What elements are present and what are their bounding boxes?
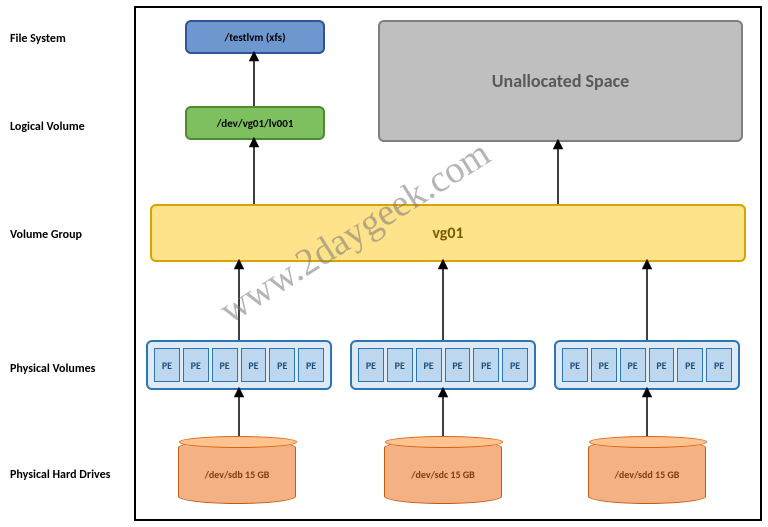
disk-1: /dev/sdc 15 GB — [384, 440, 502, 504]
disk-label: /dev/sdb 15 GB — [178, 468, 296, 481]
logical-volume-box: /dev/vg01/lv001 — [185, 106, 325, 140]
pe-cell: PE — [473, 348, 499, 382]
disk-0: /dev/sdb 15 GB — [178, 440, 296, 504]
pe-cell: PE — [445, 348, 471, 382]
pe-cell: PE — [562, 348, 588, 382]
label-physical-volumes: Physical Volumes — [10, 362, 95, 376]
pe-cell: PE — [387, 348, 413, 382]
volume-group-box: vg01 — [150, 204, 746, 262]
pe-cell: PE — [241, 348, 267, 382]
pe-cell: PE — [269, 348, 295, 382]
pe-cell: PE — [591, 348, 617, 382]
filesystem-box: /testlvm (xfs) — [185, 20, 325, 54]
pv-group-2: PEPEPEPEPEPE — [554, 340, 740, 390]
pe-cell: PE — [154, 348, 180, 382]
label-logical-volume: Logical Volume — [10, 120, 85, 134]
disk-2: /dev/sdd 15 GB — [588, 440, 706, 504]
pe-cell: PE — [183, 348, 209, 382]
pv-group-1: PEPEPEPEPEPE — [350, 340, 536, 390]
label-filesystem: File System — [10, 32, 66, 46]
disk-label: /dev/sdc 15 GB — [384, 468, 502, 481]
label-volume-group: Volume Group — [10, 228, 82, 242]
label-physical-hard-drives: Physical Hard Drives — [10, 468, 110, 482]
pe-cell: PE — [212, 348, 238, 382]
unallocated-space-box: Unallocated Space — [378, 20, 743, 142]
pe-cell: PE — [649, 348, 675, 382]
disk-label: /dev/sdd 15 GB — [588, 468, 706, 481]
pe-cell: PE — [502, 348, 528, 382]
pe-cell: PE — [706, 348, 732, 382]
pe-cell: PE — [416, 348, 442, 382]
pe-cell: PE — [620, 348, 646, 382]
pv-group-0: PEPEPEPEPEPE — [146, 340, 332, 390]
pe-cell: PE — [298, 348, 324, 382]
pe-cell: PE — [677, 348, 703, 382]
pe-cell: PE — [358, 348, 384, 382]
